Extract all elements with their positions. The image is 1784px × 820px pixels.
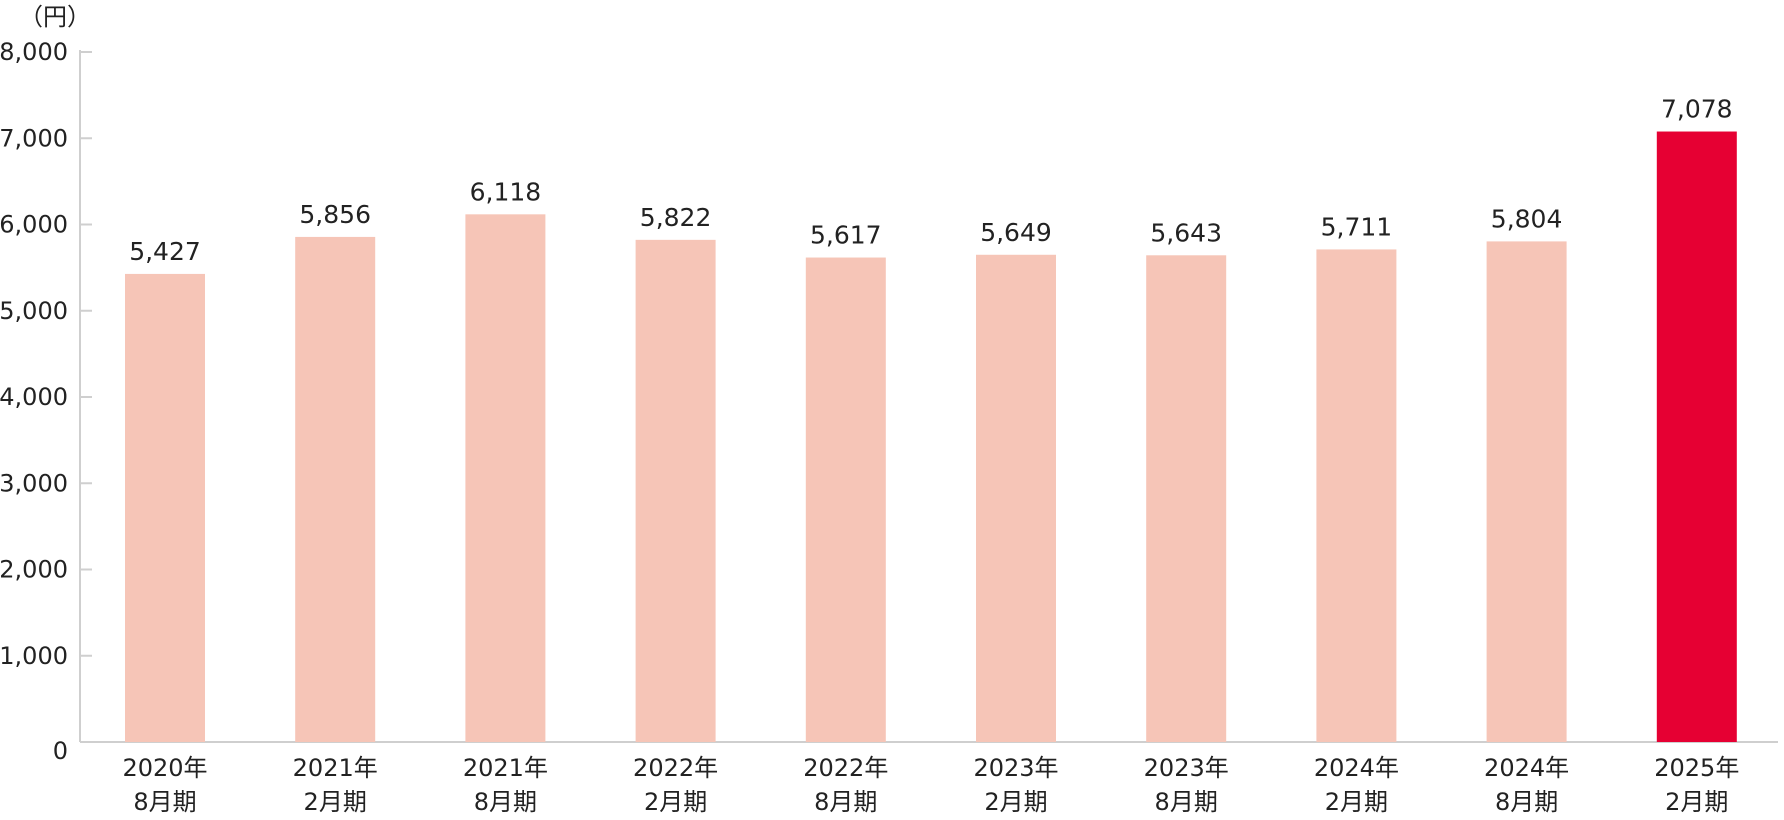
x-category-label-line1: 2023年: [1144, 754, 1229, 782]
x-category-label-line1: 2025年: [1654, 754, 1739, 782]
x-category-label-line2: 2月期: [984, 788, 1047, 816]
bar-value-label: 5,427: [129, 237, 201, 266]
bar: [635, 239, 716, 743]
x-category-label-line1: 2024年: [1314, 754, 1399, 782]
labels: （円） 0 1,000 2,000 3,000 4,000 5,000 6,000 7,000 8…: [0, 3, 1739, 816]
x-category-label-line1: 2020年: [122, 754, 207, 782]
y-tick-label: 5,000: [0, 297, 68, 325]
bar-value-label: 5,617: [810, 221, 882, 250]
bar: [295, 236, 376, 743]
y-tick-label: 1,000: [0, 642, 68, 670]
bar-value-label: 5,804: [1491, 204, 1563, 233]
x-category-label-line2: 8月期: [1155, 788, 1218, 816]
y-unit-label: （円）: [19, 3, 91, 31]
x-category-label-line1: 2024年: [1484, 754, 1569, 782]
bar-value-label: 5,711: [1321, 212, 1393, 241]
bar: [1656, 131, 1737, 742]
y-tick-label: 0: [53, 737, 68, 765]
y-tick-label: 3,000: [0, 469, 68, 497]
bar-value-label: 5,643: [1150, 218, 1222, 247]
x-category-label-line2: 8月期: [133, 788, 196, 816]
x-category-label-line2: 8月期: [474, 788, 537, 816]
x-category-label-line2: 2月期: [1665, 788, 1728, 816]
y-tick-label: 4,000: [0, 383, 68, 411]
bar-value-label: 5,649: [980, 218, 1052, 247]
x-category-label-line1: 2022年: [803, 754, 888, 782]
bar-value-label: 6,118: [470, 177, 542, 206]
bar: [125, 273, 205, 742]
bar: [805, 257, 886, 742]
bar: [1486, 241, 1567, 742]
bar: [465, 214, 546, 742]
bar-value-label: 5,822: [640, 203, 712, 232]
y-tick-label: 7,000: [0, 124, 68, 152]
x-category-label-line1: 2022年: [633, 754, 718, 782]
y-tick-label: 2,000: [0, 556, 68, 584]
x-category-label-line1: 2021年: [463, 754, 548, 782]
bar-value-label: 5,856: [299, 200, 371, 229]
bar: [976, 254, 1056, 742]
x-category-label-line2: 8月期: [814, 788, 877, 816]
bar: [1146, 255, 1227, 742]
y-tick-label: 6,000: [0, 211, 68, 239]
x-category-label-line1: 2023年: [973, 754, 1058, 782]
x-category-label-line1: 2021年: [293, 754, 378, 782]
bar-value-label: 7,078: [1661, 95, 1733, 124]
y-tick-label: 8,000: [0, 38, 68, 66]
x-category-label-line2: 8月期: [1495, 788, 1558, 816]
bars: [125, 131, 1737, 743]
x-category-label-line2: 2月期: [1325, 788, 1388, 816]
x-category-label-line2: 2月期: [304, 788, 367, 816]
bar: [1316, 249, 1397, 742]
x-category-label-line2: 2月期: [644, 788, 707, 816]
